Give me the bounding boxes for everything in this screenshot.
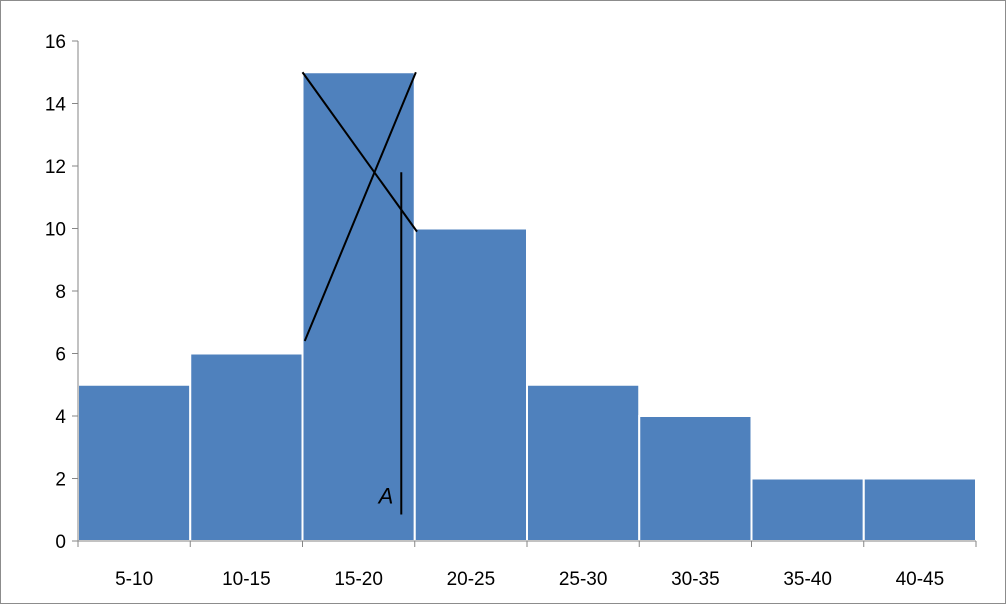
x-tick-label: 5-10 (115, 569, 153, 590)
annotation-label-a: A (377, 484, 394, 509)
bar-30-35 (638, 415, 753, 542)
bar-25-30 (526, 383, 641, 542)
axes-layer (72, 40, 977, 547)
diagonal-line-2 (303, 71, 417, 342)
annotation-layer (301, 71, 418, 515)
diagonal-line-1 (301, 71, 418, 233)
x-tick-label: 40-45 (896, 569, 945, 590)
bar-40-45 (862, 477, 977, 542)
bars-layer (77, 71, 977, 542)
x-tick-label: 30-35 (671, 569, 720, 590)
y-tick-label: 0 (55, 532, 66, 553)
y-tick-label: 2 (55, 470, 66, 491)
y-tick-label: 4 (55, 407, 66, 428)
bar-10-15 (189, 352, 304, 542)
y-tick-label: 6 (55, 345, 66, 366)
bar-35-40 (750, 477, 865, 542)
y-tick-label: 12 (45, 157, 66, 178)
y-tick-label: 10 (45, 220, 66, 241)
x-tick-label: 20-25 (447, 569, 496, 590)
x-tick-label: 35-40 (783, 569, 832, 590)
x-tick-label: 25-30 (559, 569, 608, 590)
bar-20-25 (413, 227, 528, 542)
x-tick-label: 15-20 (334, 569, 383, 590)
labels-layer: 0 2 4 6 8 10 12 14 16 5-10 10-15 15-20 20-25 25-30 30-… (45, 32, 944, 590)
y-tick-label: 14 (45, 95, 67, 116)
x-tick-label: 10-15 (222, 569, 271, 590)
y-tick-label: 8 (55, 282, 66, 303)
y-tick-label: 16 (45, 32, 66, 53)
bar-5-10 (77, 383, 192, 542)
